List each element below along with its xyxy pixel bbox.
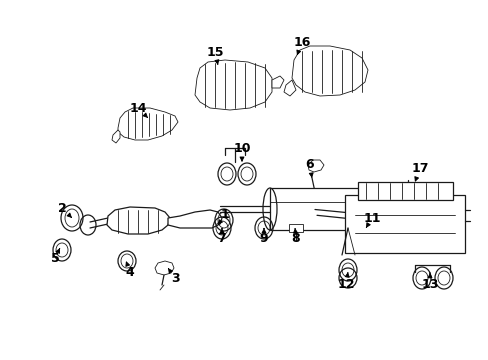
Text: 12: 12 (337, 273, 354, 292)
Polygon shape (307, 160, 324, 172)
Text: 7: 7 (217, 229, 226, 244)
Text: 8: 8 (291, 229, 300, 244)
Polygon shape (118, 108, 178, 140)
Text: 2: 2 (58, 202, 71, 217)
Text: 5: 5 (51, 249, 60, 265)
Bar (345, 195, 464, 253)
Text: 17: 17 (410, 162, 428, 181)
Polygon shape (291, 46, 367, 96)
Text: 9: 9 (259, 229, 268, 244)
Text: 3: 3 (168, 269, 179, 284)
Text: 10: 10 (233, 141, 250, 161)
Bar (357, 182, 452, 200)
Text: 1: 1 (218, 208, 229, 224)
Polygon shape (107, 207, 170, 234)
Bar (269, 188, 379, 230)
Text: 16: 16 (293, 36, 310, 54)
Bar (288, 224, 303, 232)
Polygon shape (155, 261, 174, 275)
Polygon shape (195, 60, 271, 110)
Polygon shape (271, 76, 284, 88)
Text: 15: 15 (206, 45, 224, 64)
Text: 6: 6 (305, 158, 314, 177)
Polygon shape (112, 130, 120, 143)
Polygon shape (284, 80, 295, 96)
Text: 11: 11 (363, 211, 380, 228)
Text: 14: 14 (129, 102, 147, 117)
Text: 13: 13 (421, 273, 438, 292)
Text: 4: 4 (125, 262, 134, 279)
Polygon shape (168, 210, 222, 228)
